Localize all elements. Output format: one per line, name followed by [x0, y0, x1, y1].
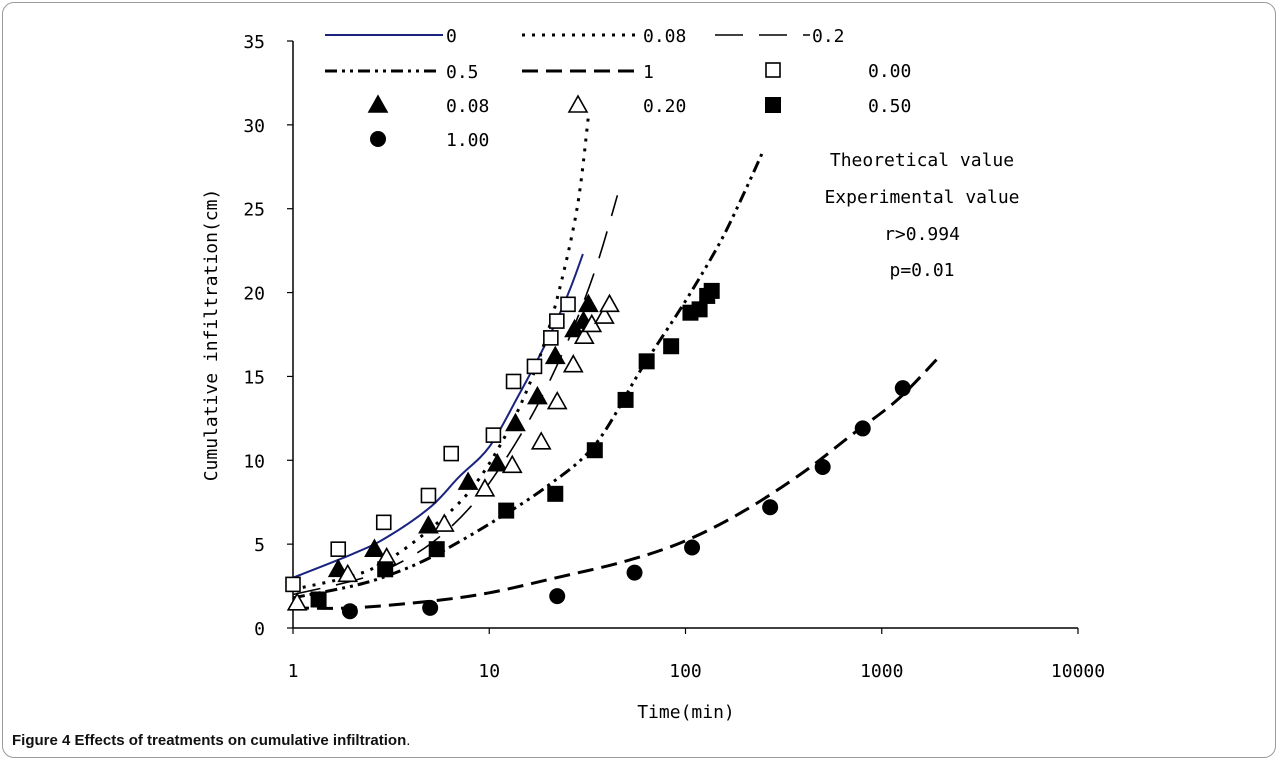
point-0-08 — [364, 538, 385, 557]
legend-label-line-0-5: 0.5 — [446, 62, 479, 83]
legend: 0 0.08 0.2 0.5 1 0.00 0.08 0.20 0.50 1.00 — [325, 26, 911, 151]
point-0-50 — [547, 485, 564, 502]
point-0-20 — [593, 305, 615, 324]
y-tick-label: 35 — [243, 32, 265, 53]
legend-label-marker-0-08: 0.08 — [446, 96, 489, 117]
caption-end: . — [406, 732, 411, 749]
point-0-08 — [327, 558, 349, 578]
point-0-20 — [599, 293, 620, 313]
y-tick-label: 25 — [243, 200, 265, 221]
point-0-50 — [617, 391, 634, 408]
x-axis-label: Time(min) — [637, 702, 735, 723]
point-1-00 — [626, 564, 643, 581]
point-0-00 — [330, 541, 347, 557]
legend-label-marker-0-00: 0.00 — [868, 61, 911, 82]
point-1-00 — [894, 380, 911, 397]
point-1-00 — [422, 599, 439, 616]
annotation-text: Theoretical value — [830, 150, 1014, 171]
point-0-50 — [310, 591, 327, 608]
point-0-20 — [286, 592, 308, 611]
y-tick-label: 30 — [243, 116, 265, 137]
legend-marker-0-20 — [567, 94, 589, 113]
y-tick-label: 10 — [243, 451, 265, 472]
point-0-20 — [546, 390, 568, 410]
point-0-20 — [337, 563, 359, 583]
point-0-00 — [549, 313, 565, 329]
legend-marker-1-00 — [370, 131, 386, 147]
point-0-00 — [485, 427, 502, 443]
legend-label-line-0: 0 — [446, 26, 457, 47]
point-0-00 — [526, 358, 543, 375]
point-0-50 — [703, 282, 720, 299]
point-1-00 — [684, 539, 701, 556]
x-tick-label: 10 — [478, 661, 500, 682]
legend-label-marker-0-20: 0.20 — [643, 96, 686, 117]
point-0-50 — [663, 338, 680, 355]
point-0-20 — [474, 478, 496, 497]
legend-label-marker-1-00: 1.00 — [446, 130, 489, 151]
figure-caption: Figure 4 Effects of treatments on cumula… — [12, 732, 410, 749]
point-0-08 — [418, 515, 439, 534]
x-tick-label: 10000 — [1051, 661, 1105, 682]
y-tick-label: 5 — [254, 535, 265, 556]
annotations: Theoretical value Experimental value r>0.9… — [824, 150, 1019, 281]
point-0-50 — [638, 353, 655, 370]
point-0-08 — [544, 345, 566, 365]
point-0-08 — [487, 453, 508, 472]
annotation-text: r>0.994 — [884, 224, 960, 245]
point-0-20 — [501, 454, 523, 474]
axes: 0 5 10 15 20 25 30 35 1 10 100 1000 10000 Time(min) Cu… — [201, 32, 1105, 723]
x-tick-label: 1 — [288, 661, 299, 682]
point-0-20 — [573, 325, 595, 344]
point-0-00 — [443, 445, 460, 462]
y-axis-label: Cumulative infiltration(cm) — [201, 189, 222, 482]
point-0-50 — [498, 502, 515, 519]
curve-0-2 — [292, 195, 619, 596]
point-0-20 — [530, 431, 552, 450]
curve-0-08 — [292, 116, 590, 591]
point-0-08 — [505, 412, 526, 432]
legend-label-line-0-2: 0.2 — [812, 26, 845, 47]
legend-marker-0-00 — [765, 62, 781, 78]
annotation-text: p=0.01 — [889, 260, 954, 281]
point-1-00 — [549, 588, 566, 605]
x-tick-label: 1000 — [860, 661, 903, 682]
point-0-00 — [505, 373, 522, 390]
legend-marker-0-08 — [367, 94, 389, 113]
caption-label: Figure 4 — [12, 732, 71, 749]
point-0-08 — [457, 471, 479, 490]
point-0-00 — [420, 487, 437, 504]
point-0-50 — [428, 541, 445, 558]
point-0-50 — [691, 301, 708, 318]
y-tick-label: 0 — [254, 619, 265, 640]
point-0-50 — [586, 442, 603, 459]
annotation-text: Experimental value — [824, 187, 1019, 208]
point-1-00 — [762, 499, 779, 516]
legend-marker-0-50 — [765, 97, 781, 113]
point-0-08 — [578, 293, 599, 313]
point-0-20 — [433, 513, 455, 532]
point-1-00 — [341, 603, 358, 620]
caption-text: Effects of treatments on cumulative infi… — [74, 732, 407, 749]
point-1-00 — [854, 420, 871, 437]
y-tick-label: 15 — [243, 367, 265, 388]
point-0-00 — [543, 330, 559, 346]
point-0-50 — [377, 561, 394, 578]
legend-label-marker-0-50: 0.50 — [868, 96, 911, 117]
point-0-00 — [560, 296, 576, 313]
x-tick-label: 100 — [669, 661, 702, 682]
experimental-points — [285, 282, 911, 620]
curve-1 — [292, 358, 938, 610]
point-0-08 — [527, 385, 548, 405]
y-tick-label: 20 — [243, 284, 265, 305]
legend-label-line-0-08: 0.08 — [643, 26, 686, 47]
point-0-00 — [285, 576, 301, 593]
legend-label-line-1: 1 — [643, 62, 654, 83]
point-0-00 — [375, 514, 392, 531]
point-0-20 — [562, 354, 584, 373]
point-1-00 — [814, 458, 831, 475]
